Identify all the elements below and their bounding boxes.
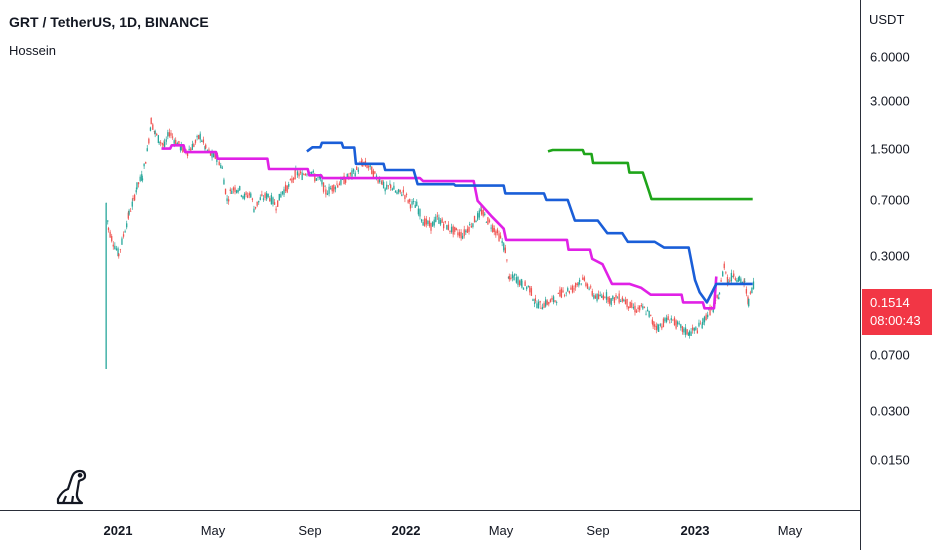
time-label: May	[488, 523, 514, 538]
series-line-1	[306, 141, 753, 304]
time-label: Sep	[586, 523, 610, 538]
time-label: 2021	[103, 523, 133, 538]
price-chart[interactable]	[0, 0, 860, 510]
series-line-0	[161, 144, 718, 310]
series-line-2	[547, 148, 753, 201]
price-tick: 0.7000	[870, 192, 910, 208]
price-tick: 6.0000	[870, 49, 910, 65]
price-tick: 0.0300	[870, 403, 910, 419]
price-tick: 0.3000	[870, 248, 910, 264]
price-tick: 3.0000	[870, 93, 910, 109]
bar-countdown: 08:00:43	[870, 313, 921, 328]
trend-lines-layer	[161, 141, 753, 310]
symbol-title[interactable]: GRT / TetherUS, 1D, BINANCE	[9, 14, 209, 30]
candles-layer	[105, 117, 755, 369]
tradingview-dino-icon[interactable]	[52, 465, 92, 505]
time-label: May	[777, 523, 803, 538]
price-tick: 1.5000	[870, 141, 910, 157]
time-axis[interactable]: 2021 May Sep 2022 May Sep 2023 May	[0, 510, 860, 550]
time-label: May	[200, 523, 226, 538]
chart-area[interactable]: GRT / TetherUS, 1D, BINANCE Hossein	[0, 0, 860, 510]
author-name[interactable]: Hossein	[9, 43, 56, 58]
time-label: 2022	[391, 523, 421, 538]
price-tick: 0.0150	[870, 452, 910, 468]
price-tick: 0.0700	[870, 347, 910, 363]
last-price-badge: 0.1514 08:00:43	[862, 289, 932, 335]
time-label: Sep	[298, 523, 322, 538]
price-axis[interactable]: USDT 6.0000 3.0000 1.5000 0.7000 0.3000 …	[860, 0, 932, 550]
last-price-value: 0.1514	[870, 295, 910, 310]
price-axis-unit: USDT	[869, 12, 905, 27]
time-label: 2023	[680, 523, 710, 538]
